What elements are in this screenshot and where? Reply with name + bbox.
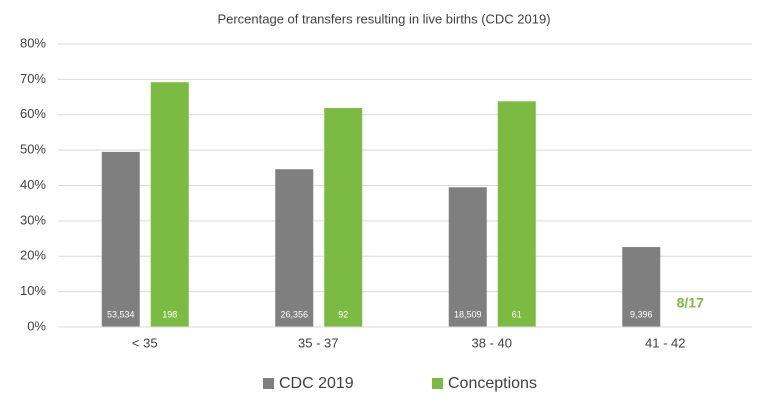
bar bbox=[101, 151, 140, 327]
bar bbox=[497, 101, 536, 328]
bar-annotation: 53,534 bbox=[107, 309, 135, 319]
legend-swatch bbox=[263, 378, 274, 389]
bar-annotation: 92 bbox=[338, 309, 348, 319]
bar bbox=[448, 187, 487, 327]
legend-label: CDC 2019 bbox=[279, 375, 354, 392]
y-tick-label: 80% bbox=[20, 35, 46, 50]
bar bbox=[275, 169, 314, 327]
bar-annotation: 8/17 bbox=[677, 295, 704, 311]
chart-title: Percentage of transfers resulting in liv… bbox=[217, 11, 550, 26]
x-tick-label: 41 - 42 bbox=[645, 335, 685, 350]
bar-annotation: 26,356 bbox=[280, 309, 308, 319]
x-tick-label: < 35 bbox=[132, 335, 158, 350]
bar bbox=[324, 108, 363, 327]
y-tick-label: 10% bbox=[20, 283, 46, 298]
bar-annotation: 61 bbox=[512, 309, 522, 319]
bar-annotation: 18,509 bbox=[454, 309, 482, 319]
y-tick-label: 0% bbox=[27, 318, 46, 333]
bar-annotation: 198 bbox=[162, 309, 177, 319]
x-tick-label: 38 - 40 bbox=[472, 335, 512, 350]
bar bbox=[150, 82, 189, 327]
y-tick-label: 60% bbox=[20, 106, 46, 121]
y-tick-label: 50% bbox=[20, 142, 46, 157]
bar bbox=[622, 247, 661, 327]
legend-swatch bbox=[432, 378, 443, 389]
legend-label: Conceptions bbox=[448, 375, 537, 392]
x-tick-label: 35 - 37 bbox=[298, 335, 338, 350]
y-tick-label: 30% bbox=[20, 212, 46, 227]
bar-annotation: 9,396 bbox=[630, 309, 653, 319]
y-tick-label: 40% bbox=[20, 177, 46, 192]
y-tick-label: 70% bbox=[20, 71, 46, 86]
y-tick-label: 20% bbox=[20, 248, 46, 263]
